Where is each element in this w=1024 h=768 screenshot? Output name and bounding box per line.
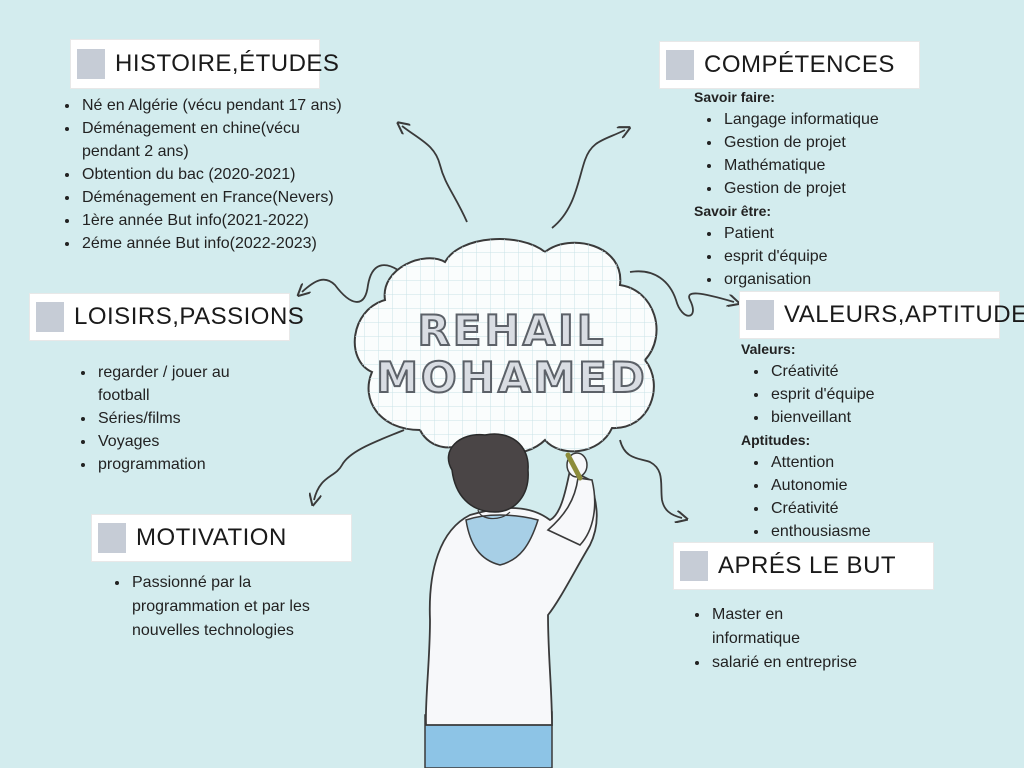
list-item: Né en Algérie (vécu pendant 17 ans): [80, 94, 362, 117]
loisirs-header: LOISIRS,PASSIONS: [30, 294, 304, 340]
list-item: Mathématique: [722, 154, 1014, 177]
list-item: esprit d'équipe: [769, 383, 1011, 406]
valeurs-label: Valeurs:: [741, 341, 796, 357]
arrow-to-valeurs: [629, 270, 734, 317]
list-item: regarder / jouer au football: [96, 361, 278, 407]
placeholder-icon: [746, 300, 774, 330]
list-item: Voyages: [96, 430, 278, 453]
list-item: Créativité: [769, 360, 1011, 383]
list-item: Langage informatique: [722, 108, 1014, 131]
list-item: Gestion de projet: [722, 131, 1014, 154]
list-item: Passionné par la programmation et par le…: [130, 571, 312, 643]
list-item: bienveillant: [769, 406, 1011, 429]
list-item: esprit d'équipe: [722, 245, 1014, 268]
arrow-to-loisirs: [302, 264, 399, 303]
loisirs-list: regarder / jouer au football Séries/film…: [78, 361, 278, 476]
list-item: Autonomie: [769, 474, 1011, 497]
placeholder-icon: [680, 551, 708, 581]
valeurs-header: VALEURS,APTITUDES: [740, 292, 1024, 338]
name-first: REHAIL: [417, 306, 606, 355]
motivation-list: Passionné par la programmation et par le…: [112, 571, 312, 643]
placeholder-icon: [666, 50, 694, 80]
list-item: enthousiasme: [769, 520, 1011, 543]
list-item: Créativité: [769, 497, 1011, 520]
valeurs-list: Valeurs: Créativité esprit d'équipe bien…: [741, 338, 1011, 543]
list-item: organisation: [722, 268, 1014, 291]
histoire-title: HISTOIRE,ÉTUDES: [115, 50, 340, 77]
list-item: Gestion de projet: [722, 177, 1014, 200]
name-cloud: [353, 238, 658, 456]
list-item: Déménagement en chine(vécu pendant 2 ans…: [80, 117, 362, 163]
aptitudes-label: Aptitudes:: [741, 432, 811, 448]
apres-title: APRÉS LE BUT: [718, 552, 897, 579]
list-item: Séries/films: [96, 407, 278, 430]
apres-list: Master en informatique salarié en entrep…: [692, 603, 912, 675]
valeurs-title: VALEURS,APTITUDES: [784, 301, 1024, 328]
list-item: 2éme année But info(2022-2023): [80, 232, 362, 255]
arrow-to-motivation: [314, 429, 405, 500]
list-item: salarié en entreprise: [710, 651, 912, 675]
person-illustration: [424, 433, 598, 768]
list-item: Obtention du bac (2020-2021): [80, 163, 362, 186]
histoire-header: HISTOIRE,ÉTUDES: [71, 40, 339, 88]
list-item: Déménagement en France(Nevers): [80, 186, 362, 209]
name-last: MOHAMED: [376, 353, 648, 402]
list-item: Patient: [722, 222, 1014, 245]
arrow-to-histoire: [402, 126, 468, 223]
motivation-title: MOTIVATION: [136, 524, 287, 551]
arrow-to-competences: [551, 130, 625, 229]
competences-header: COMPÉTENCES: [660, 42, 919, 88]
list-item: programmation: [96, 453, 278, 476]
apres-header: APRÉS LE BUT: [674, 543, 933, 589]
histoire-list: Né en Algérie (vécu pendant 17 ans) Démé…: [62, 94, 362, 255]
competences-list: Savoir faire: Langage informatique Gesti…: [694, 86, 1014, 291]
competences-title: COMPÉTENCES: [704, 51, 895, 78]
loisirs-title: LOISIRS,PASSIONS: [74, 303, 305, 330]
savoir-faire-label: Savoir faire:: [694, 89, 775, 105]
placeholder-icon: [77, 49, 105, 79]
arrow-to-apres: [619, 439, 682, 518]
motivation-header: MOTIVATION: [92, 515, 351, 561]
list-item: Master en informatique: [710, 603, 832, 651]
savoir-etre-label: Savoir être:: [694, 203, 772, 219]
list-item: 1ère année But info(2021-2022): [80, 209, 362, 232]
placeholder-icon: [98, 523, 126, 553]
placeholder-icon: [36, 302, 64, 332]
list-item: Attention: [769, 451, 1011, 474]
